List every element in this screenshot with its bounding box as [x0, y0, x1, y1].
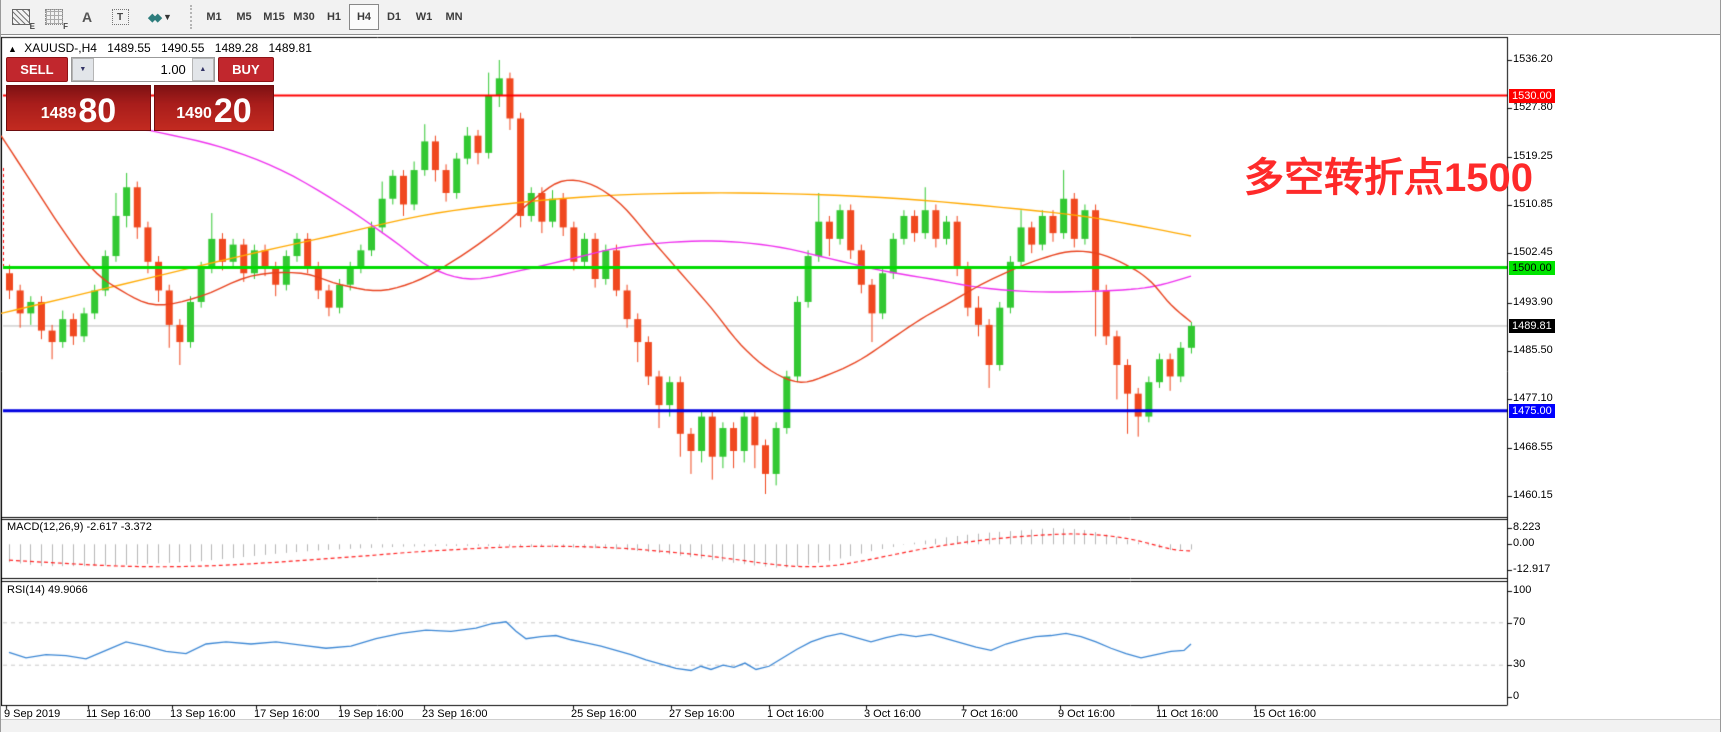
time-tick-label: 25 Sep 16:00 [571, 708, 637, 720]
text-label-tool-icon[interactable]: T [107, 5, 133, 29]
ask-main-digits: 1490 [176, 105, 212, 122]
time-tick-label: 11 Oct 16:00 [1156, 708, 1219, 720]
time-tick-label: 9 Oct 16:00 [1058, 708, 1115, 720]
price-level-badge: 1500.00 [1509, 260, 1555, 275]
trade-buttons-row: SELL ▼ ▲ BUY [6, 57, 274, 82]
bid-quote[interactable]: 1489 80 [6, 85, 151, 131]
price-tick-label: 1519.25 [1513, 150, 1553, 163]
time-tick-label: 13 Sep 16:00 [170, 708, 236, 720]
timeframe-button-m5[interactable]: M5 [236, 11, 252, 23]
chevron-down-icon: ▼ [163, 12, 172, 22]
letter-a-icon: A [81, 9, 93, 25]
price-tick-label: 100 [1513, 584, 1532, 596]
volume-increase-button[interactable]: ▲ [191, 58, 214, 81]
timeframe-button-d1[interactable]: D1 [386, 11, 402, 23]
bid-pips-digits: 80 [78, 92, 117, 131]
time-tick-label: 17 Sep 16:00 [254, 708, 320, 720]
icon-letter-f: F [63, 22, 68, 31]
timeframe-button-w1[interactable]: W1 [415, 11, 433, 23]
price-tick-label: 1527.80 [1513, 101, 1553, 114]
toolbar-separator [190, 5, 195, 29]
price-tick-label: 1468.55 [1513, 440, 1553, 453]
price-level-badge: 1489.81 [1509, 318, 1555, 333]
status-strip [1, 719, 1720, 732]
timeframe-button-m15[interactable]: M15 [263, 11, 285, 23]
chart-window: ▲ XAUUSD-,H4 1489.55 1490.55 1489.28 148… [1, 35, 1720, 732]
volume-spinner: ▼ ▲ [70, 57, 215, 82]
diamonds-icon: ◆◆ [148, 11, 162, 24]
chart-annotation-text[interactable]: 多空转折点1500 [1244, 156, 1533, 200]
time-tick-label: 9 Sep 2019 [4, 708, 61, 720]
ohlc-low: 1489.28 [214, 41, 259, 55]
price-tick-label: 1536.20 [1513, 53, 1553, 65]
price-tick-label: 1485.50 [1513, 343, 1553, 356]
time-tick-label: 15 Oct 16:00 [1253, 708, 1316, 720]
timeframe-group: M1 M5 M15 M30 H1 H4 D1 W1 MN [199, 4, 469, 30]
price-tick-label: 70 [1513, 615, 1526, 628]
grid-tool-icon[interactable]: F [41, 5, 68, 31]
text-box-icon: T [111, 9, 129, 25]
macd-pane-label: MACD(12,26,9) -2.617 -3.372 [7, 521, 152, 533]
icon-letter-e: E [29, 22, 35, 31]
grid-icon [45, 9, 63, 25]
timeframe-button-h1[interactable]: H1 [326, 11, 342, 23]
font-tool-icon[interactable]: A [74, 5, 100, 29]
price-tick-label: 30 [1513, 658, 1526, 671]
time-tick-label: 1 Oct 16:00 [767, 708, 824, 720]
price-tick-label: 1502.45 [1513, 246, 1553, 259]
price-tick-label: -12.917 [1513, 562, 1551, 575]
sell-button[interactable]: SELL [6, 57, 68, 82]
price-tick-label: 1460.15 [1513, 488, 1553, 501]
quote-row: 1489 80 1490 20 [6, 85, 274, 131]
price-tick-label: 1493.90 [1513, 295, 1553, 308]
time-tick-label: 23 Sep 16:00 [422, 708, 488, 720]
price-tick-label: 0.00 [1513, 537, 1535, 550]
rsi-pane-label: RSI(14) 49.9066 [7, 584, 88, 596]
symbol-header[interactable]: ▲ XAUUSD-,H4 1489.55 1490.55 1489.28 148… [8, 41, 319, 55]
time-tick-label: 11 Sep 16:00 [86, 708, 151, 720]
price-tick-label: 1477.10 [1513, 391, 1553, 404]
hatch-icon [12, 9, 30, 25]
timeframe-button-mn[interactable]: MN [445, 11, 463, 23]
time-tick-label: 19 Sep 16:00 [338, 708, 404, 720]
ohlc-open: 1489.55 [107, 41, 151, 55]
price-tick-label: 0 [1513, 690, 1520, 702]
timeframe-button-h4[interactable]: H4 [349, 4, 379, 30]
timeframe-button-m30[interactable]: M30 [293, 11, 315, 23]
ask-pips-digits: 20 [213, 92, 252, 131]
price-tick-label: 1510.85 [1513, 198, 1553, 211]
time-tick-label: 3 Oct 16:00 [864, 708, 921, 720]
toolbar: E F A T ◆◆ ▼ M1 M5 M15 M30 H1 H4 D1 W1 MN [1, 0, 1720, 35]
ohlc-close: 1489.81 [268, 41, 312, 55]
ask-quote[interactable]: 1490 20 [154, 85, 274, 131]
cursor-style-tool[interactable]: ◆◆ ▼ [140, 5, 180, 29]
chart-canvas[interactable] [1, 35, 1720, 719]
price-level-badge: 1475.00 [1509, 403, 1555, 418]
ohlc-high: 1490.55 [161, 41, 205, 55]
bid-main-digits: 1489 [40, 105, 77, 122]
volume-input[interactable] [93, 58, 192, 81]
time-tick-label: 7 Oct 16:00 [961, 708, 1018, 720]
one-click-trade-panel: SELL ▼ ▲ BUY 1489 80 1490 20 [6, 57, 274, 131]
price-level-badge: 1530.00 [1509, 88, 1555, 103]
volume-decrease-button[interactable]: ▼ [71, 58, 94, 81]
collapse-arrow-icon[interactable]: ▲ [8, 44, 17, 54]
timeframe-button-m1[interactable]: M1 [206, 11, 222, 23]
price-tick-label: 8.223 [1513, 520, 1541, 533]
time-tick-label: 27 Sep 16:00 [669, 708, 735, 720]
metaeditor-icon[interactable]: E [8, 5, 35, 31]
symbol-name: XAUUSD-,H4 [24, 41, 97, 55]
buy-button[interactable]: BUY [217, 57, 274, 82]
